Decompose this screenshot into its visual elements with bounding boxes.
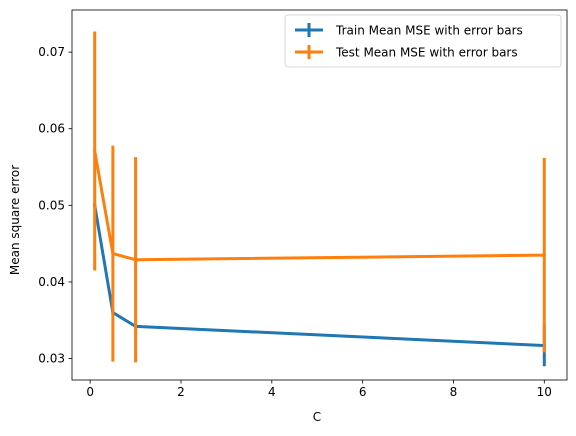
legend: Train Mean MSE with error bars Test Mean … [285,15,561,67]
y-tick-label: 0.05 [38,198,65,212]
y-tick-label: 0.07 [38,45,65,59]
x-tick-label: 8 [450,385,458,399]
x-tick-label: 10 [537,385,552,399]
x-tick-label: 2 [177,385,185,399]
x-tick-label: 0 [86,385,94,399]
y-tick-label: 0.06 [38,122,65,136]
y-tick-label: 0.03 [38,352,65,366]
legend-label: Train Mean MSE with error bars [335,24,523,38]
y-tick-label: 0.04 [38,275,65,289]
y-axis-label: Mean square error [8,165,22,275]
x-axis-label: C [313,410,321,424]
x-tick-label: 4 [268,385,276,399]
x-tick-label: 6 [359,385,367,399]
legend-label: Test Mean MSE with error bars [335,46,518,60]
